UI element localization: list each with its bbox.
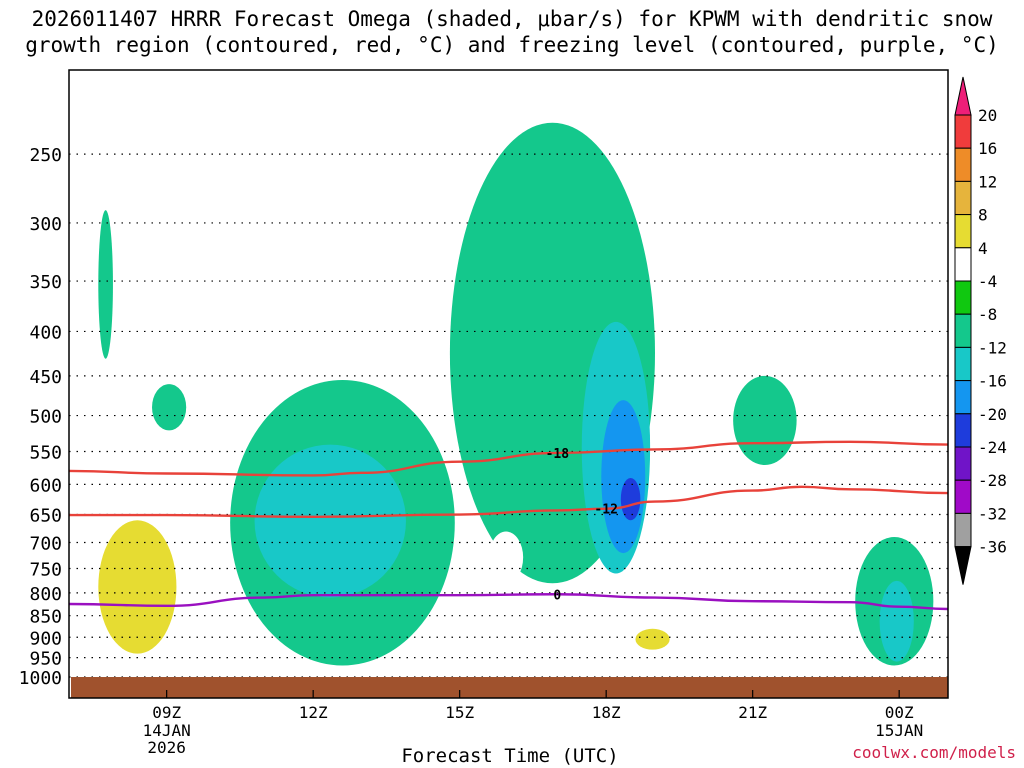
colorbar: 20 16 12 8 4 -4 -8 -12 -16 -20 -24 -28 -32 -36 bbox=[954, 76, 1007, 585]
colorbar-label-5: -4 bbox=[978, 272, 997, 291]
colorbar-swatch-10 bbox=[954, 413, 972, 448]
y-axis: 2503003504004505005506006507007508008509… bbox=[19, 145, 62, 689]
colorbar-swatch-1 bbox=[954, 114, 972, 149]
y-tick-label-250: 250 bbox=[29, 145, 62, 166]
colorbar-label-1: 16 bbox=[978, 139, 997, 158]
contour-label-0: -18 bbox=[546, 447, 570, 462]
x-tick-date-0: 14JAN bbox=[143, 721, 191, 740]
contour-line-2 bbox=[68, 593, 949, 611]
colorbar-label-12: -32 bbox=[978, 504, 1007, 523]
chart-title: 2026011407 HRRR Forecast Omega (shaded, … bbox=[0, 6, 1024, 58]
x-tick-year-0: 2026 bbox=[147, 738, 186, 757]
contour-line-0 bbox=[68, 440, 949, 477]
contour-lines: -18 -12 0 bbox=[68, 440, 949, 611]
y-tick-label-800: 800 bbox=[29, 584, 62, 605]
colorbar-swatch-9 bbox=[954, 380, 972, 415]
colorbar-label-0: 20 bbox=[978, 106, 997, 125]
colorbar-label-10: -24 bbox=[978, 438, 1007, 457]
contour-line-1 bbox=[69, 485, 949, 519]
plot-frame bbox=[68, 69, 949, 699]
x-tick-label-5: 00Z bbox=[885, 703, 914, 722]
colorbar-swatch-13 bbox=[954, 512, 972, 548]
colorbar-swatch-2 bbox=[954, 147, 972, 182]
omega-shading bbox=[78, 122, 934, 666]
title-line-1: 2026011407 HRRR Forecast Omega (shaded, … bbox=[31, 7, 993, 31]
ground-surface bbox=[71, 677, 948, 698]
colorbar-swatch-12 bbox=[954, 479, 972, 514]
x-tick-label-3: 18Z bbox=[592, 703, 621, 722]
colorbar-swatch-11 bbox=[954, 446, 972, 481]
y-tick-label-900: 900 bbox=[29, 628, 62, 649]
shade-region-10 bbox=[879, 580, 914, 662]
x-axis-label: Forecast Time (UTC) bbox=[401, 745, 618, 767]
shade-region-16 bbox=[635, 628, 670, 650]
title-line-2: growth region (contoured, red, °C) and f… bbox=[25, 33, 999, 57]
colorbar-swatch-4 bbox=[954, 214, 972, 249]
colorbar-label-11: -28 bbox=[978, 471, 1007, 490]
x-tick-date-5: 15JAN bbox=[875, 721, 923, 740]
y-tick-label-300: 300 bbox=[29, 214, 62, 235]
shade-region-13 bbox=[298, 190, 338, 327]
shade-region-7 bbox=[620, 478, 641, 521]
shade-region-1 bbox=[152, 384, 187, 431]
y-tick-label-400: 400 bbox=[29, 322, 62, 343]
shade-region-14 bbox=[488, 531, 524, 584]
colorbar-swatch-8 bbox=[954, 346, 972, 382]
y-tick-label-850: 850 bbox=[29, 607, 62, 628]
colorbar-label-7: -12 bbox=[978, 338, 1007, 357]
y-tick-label-1000: 1000 bbox=[19, 668, 62, 689]
shade-region-6 bbox=[601, 400, 646, 554]
colorbar-label-9: -20 bbox=[978, 405, 1007, 424]
x-tick-label-1: 12Z bbox=[299, 703, 328, 722]
x-tick-label-2: 15Z bbox=[445, 703, 474, 722]
y-tick-label-750: 750 bbox=[29, 560, 62, 581]
colorbar-label-8: -16 bbox=[978, 372, 1007, 391]
y-tick-label-600: 600 bbox=[29, 475, 62, 496]
shade-region-0 bbox=[98, 210, 113, 359]
y-tick-label-700: 700 bbox=[29, 533, 62, 554]
y-tick-label-350: 350 bbox=[29, 272, 62, 293]
colorbar-swatch-3 bbox=[954, 180, 972, 216]
colorbar-label-4: 4 bbox=[978, 239, 988, 258]
ground-fill bbox=[71, 677, 948, 698]
colorbar-swatch-5 bbox=[954, 247, 972, 282]
contour-label-2: 0 bbox=[553, 588, 561, 603]
shade-region-12 bbox=[98, 520, 177, 654]
colorbar-label-13: -36 bbox=[978, 538, 1007, 557]
colorbar-label-3: 8 bbox=[978, 206, 988, 225]
shade-region-3 bbox=[254, 444, 406, 598]
x-tick-label-0: 09Z bbox=[152, 703, 181, 722]
y-tick-label-500: 500 bbox=[29, 407, 62, 428]
y-tick-label-950: 950 bbox=[29, 649, 62, 670]
shade-region-8 bbox=[733, 375, 797, 465]
x-tick-label-4: 21Z bbox=[738, 703, 767, 722]
colorbar-label-2: 12 bbox=[978, 172, 997, 191]
contour-label-1: -12 bbox=[594, 503, 617, 518]
credit-text: coolwx.com/models bbox=[852, 743, 1016, 762]
y-tick-label-450: 450 bbox=[29, 367, 62, 388]
colorbar-label-6: -8 bbox=[978, 305, 997, 324]
y-tick-label-550: 550 bbox=[29, 443, 62, 464]
y-tick-label-650: 650 bbox=[29, 506, 62, 527]
colorbar-bottom-arrow bbox=[954, 546, 972, 585]
colorbar-swatch-6 bbox=[954, 280, 972, 315]
colorbar-swatch-7 bbox=[954, 313, 972, 348]
colorbar-top-arrow bbox=[954, 76, 972, 116]
